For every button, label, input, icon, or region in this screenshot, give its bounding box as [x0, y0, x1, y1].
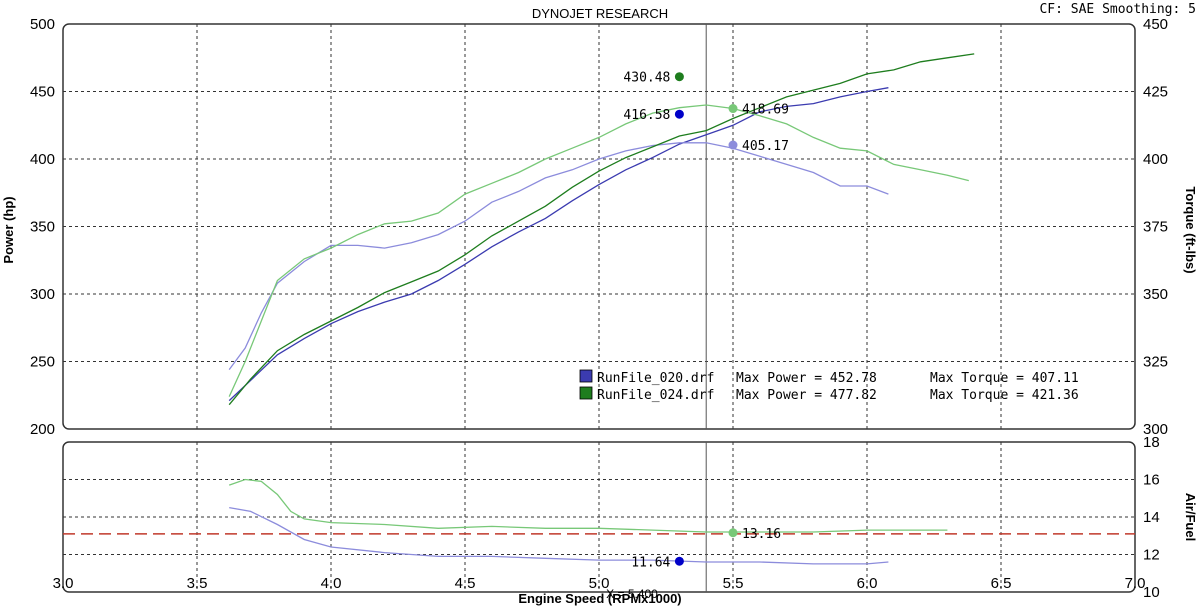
air-fuel-grid — [63, 442, 1135, 592]
power-torque-marker-dot — [728, 140, 738, 150]
correction-factor-label: CF: SAE Smoothing: 5 — [1039, 2, 1196, 17]
x-tick-label: 6.5 — [991, 575, 1012, 592]
x-tick-label: 3.0 — [53, 575, 74, 592]
y2-tick-label-torque: 425 — [1143, 84, 1168, 101]
y-tick-label-power: 400 — [30, 151, 55, 168]
legend-file-run020: RunFile_020.drf — [597, 371, 714, 386]
x-tick-label: 7.0 — [1125, 575, 1146, 592]
axis-ticks: 3.0 3.5 4.0 4.5 5.0 5.5 6.0 6.5 7.0 200 250 300 350 4… — [30, 16, 1168, 601]
y-tick-label-power: 500 — [30, 16, 55, 33]
y-tick-label-power: 450 — [30, 84, 55, 101]
y2-tick-label-air-fuel: 10 — [1143, 584, 1160, 601]
air-fuel-series — [228, 478, 948, 565]
legend: RunFile_020.drf Max Power = 452.78 Max T… — [579, 369, 1079, 403]
series-line-torque-run024 — [228, 104, 969, 397]
y-axis-title-power: Power (hp) — [1, 196, 16, 263]
y2-tick-label-torque: 450 — [1143, 16, 1168, 33]
power-torque-marker-label: 405.17 — [742, 139, 789, 154]
y2-tick-label-torque: 350 — [1143, 286, 1168, 303]
cursor-value-label: X = 5.400 — [606, 587, 658, 601]
y-tick-label-power: 200 — [30, 421, 55, 438]
x-axis-title: Engine Speed (RPMx1000) — [518, 591, 681, 606]
x-tick-label: 5.5 — [723, 575, 744, 592]
power-torque-marker-dot — [674, 72, 684, 82]
power-torque-marker-label: 416.58 — [623, 108, 670, 123]
air-fuel-marker-label: 11.64 — [631, 555, 670, 570]
y-axis-title-air-fuel: Air/Fuel — [1183, 493, 1198, 541]
legend-max-torque-run024: Max Torque = 421.36 — [930, 388, 1079, 403]
legend-max-power-run024: Max Power = 477.82 — [736, 388, 877, 403]
y2-tick-label-torque: 325 — [1143, 354, 1168, 371]
x-tick-label: 4.0 — [321, 575, 342, 592]
power-torque-series — [228, 53, 975, 406]
series-line-afr-run024 — [228, 478, 948, 533]
power-torque-marker-label: 418.69 — [742, 103, 789, 118]
x-tick-label: 3.5 — [187, 575, 208, 592]
x-tick-label: 4.5 — [455, 575, 476, 592]
series-line-power-run024 — [228, 53, 975, 406]
chart-title: DYNOJET RESEARCH — [532, 6, 668, 21]
x-tick-label: 6.0 — [857, 575, 878, 592]
legend-swatch-run020 — [579, 369, 593, 383]
y2-tick-label-torque: 400 — [1143, 151, 1168, 168]
y2-tick-label-air-fuel: 12 — [1143, 547, 1160, 564]
air-fuel-marker-label: 13.16 — [742, 527, 781, 542]
x-tick-label: 5.0 — [589, 575, 610, 592]
y2-tick-label-torque: 300 — [1143, 421, 1168, 438]
air-fuel-marker-dot — [728, 528, 738, 538]
series-line-power-run020 — [228, 87, 889, 402]
y-tick-label-power: 350 — [30, 219, 55, 236]
series-line-afr-run020 — [229, 506, 889, 565]
y-axis-title-torque: Torque (ft-lbs) — [1183, 186, 1198, 273]
legend-max-torque-run020: Max Torque = 407.11 — [930, 371, 1079, 386]
air-fuel-marker-dot — [674, 556, 684, 566]
legend-file-run024: RunFile_024.drf — [597, 388, 714, 403]
y-tick-label-power: 300 — [30, 286, 55, 303]
legend-swatch-run024 — [579, 386, 593, 400]
legend-max-power-run020: Max Power = 452.78 — [736, 371, 877, 386]
cursor-markers: 430.48 416.58 418.69 405.17 13.16 11.64 — [623, 71, 789, 571]
power-torque-marker-label: 430.48 — [623, 71, 670, 86]
y2-tick-label-air-fuel: 14 — [1143, 509, 1160, 526]
series-line-torque-run020 — [228, 142, 889, 370]
power-torque-marker-dot — [728, 104, 738, 114]
y2-tick-label-torque: 375 — [1143, 219, 1168, 236]
y2-tick-label-air-fuel: 16 — [1143, 472, 1160, 489]
y2-tick-label-air-fuel: 18 — [1143, 434, 1160, 451]
power-torque-marker-dot — [674, 109, 684, 119]
y-tick-label-power: 250 — [30, 354, 55, 371]
